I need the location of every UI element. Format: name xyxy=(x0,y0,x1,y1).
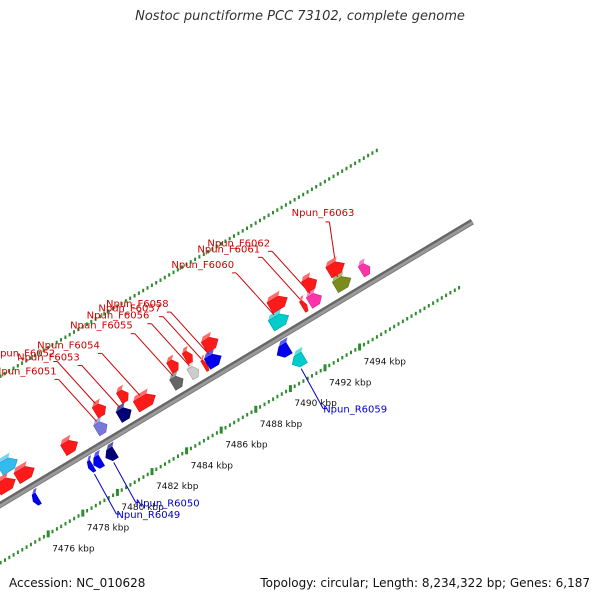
gene-feature-18[interactable] xyxy=(181,345,193,365)
gene-feature-16[interactable] xyxy=(166,354,179,374)
gene-feature-28[interactable] xyxy=(301,272,318,293)
scale-label-7484: 7484 kbp xyxy=(191,461,234,471)
gene-npun-f6054-label: Npun_F6054 xyxy=(37,340,100,351)
gene-feature-8[interactable] xyxy=(93,449,106,469)
gene-npun-f6055-label: Npun_F6055 xyxy=(70,321,133,332)
gene-feature-5[interactable] xyxy=(31,487,42,506)
gene-npun-f6057[interactable]: Npun_F6057 xyxy=(98,304,210,372)
scale-tick-7492 xyxy=(323,364,327,372)
scale-label-7488: 7488 kbp xyxy=(260,420,303,430)
gene-npun-f6063-label: Npun_F6063 xyxy=(292,208,355,219)
scale-tick-7486 xyxy=(219,426,223,434)
scale-tick-7488 xyxy=(254,405,258,413)
gene-npun-f6061[interactable]: Npun_F6061 xyxy=(197,244,309,313)
gene-feature-25[interactable] xyxy=(266,290,288,314)
scale-tick-7484 xyxy=(185,447,189,455)
gene-npun-f6060-label: Npun_F6060 xyxy=(171,260,234,271)
gene-feature-13[interactable] xyxy=(115,384,129,404)
scale-tick-7482 xyxy=(150,468,154,476)
scale-label-7476: 7476 kbp xyxy=(52,544,95,554)
scale-label-7480: 7480 kbp xyxy=(121,503,164,513)
scale-label-7490: 7490 kbp xyxy=(294,399,337,409)
gene-feature-6[interactable] xyxy=(60,434,78,457)
gene-npun-r6050[interactable]: Npun_R6050 xyxy=(105,441,200,510)
gene-feature-22[interactable] xyxy=(276,337,293,358)
gene-feature-30[interactable] xyxy=(325,256,345,279)
scale-label-7482: 7482 kbp xyxy=(156,482,199,492)
gene-npun-f6060[interactable]: Npun_F6060 xyxy=(171,260,289,332)
scale-tick-7494 xyxy=(358,343,362,351)
gene-npun-f6053-label: Npun_F6053 xyxy=(17,353,80,364)
scale-label-7492: 7492 kbp xyxy=(329,378,372,388)
gene-npun-f6058-label: Npun_F6058 xyxy=(106,299,169,310)
genome-backbone xyxy=(0,219,474,509)
gene-npun-f6053[interactable]: Npun_F6053 xyxy=(17,353,132,423)
gene-npun-f6051[interactable]: Npun_F6051 xyxy=(0,366,108,437)
scale-label-7478: 7478 kbp xyxy=(87,524,130,534)
upper-tick-track xyxy=(0,148,378,378)
gene-npun-r6059[interactable]: Npun_R6059 xyxy=(291,346,387,416)
gene-feature-3[interactable] xyxy=(0,452,18,476)
scale-tick-7490 xyxy=(288,385,292,393)
scale-tick-7476 xyxy=(46,530,50,538)
genome-backbone-highlight xyxy=(0,221,474,508)
lower-tick-track xyxy=(0,285,461,565)
scale-tick-7478 xyxy=(81,509,85,517)
gene-npun-f6051-label: Npun_F6051 xyxy=(0,366,57,377)
gene-npun-r6050-label: Npun_R6050 xyxy=(136,498,200,509)
gene-feature-4[interactable] xyxy=(13,461,35,485)
gene-feature-2[interactable] xyxy=(0,472,16,496)
gene-npun-f6056-label: Npun_F6056 xyxy=(87,311,150,322)
accession-label: Accession: NC_010628 xyxy=(9,576,146,590)
gene-npun-f6061-label: Npun_F6061 xyxy=(197,244,260,255)
gene-npun-f6056[interactable]: Npun_F6056 xyxy=(87,311,200,381)
gene-npun-f6052[interactable]: Npun_F6052 xyxy=(0,349,107,419)
gene-npun-f6052-label: Npun_F6052 xyxy=(0,349,55,360)
gene-feature-31[interactable] xyxy=(357,258,371,278)
scale-label-7494: 7494 kbp xyxy=(364,358,407,368)
map-title: Nostoc punctiforme PCC 73102, complete g… xyxy=(135,9,465,24)
gene-npun-f6062-label: Npun_F6062 xyxy=(207,238,270,249)
gene-npun-f6058[interactable]: Npun_F6058 xyxy=(106,299,222,370)
gene-npun-r6049-label: Npun_R6049 xyxy=(116,510,180,521)
scale-label-7486: 7486 kbp xyxy=(225,441,268,451)
gene-npun-f6063[interactable]: Npun_F6063 xyxy=(292,208,355,294)
gene-npun-f6062[interactable]: Npun_F6062 xyxy=(207,238,322,309)
genome-summary: Topology: circular; Length: 8,234,322 bp… xyxy=(260,576,590,590)
scale-tick-7480 xyxy=(115,488,119,496)
gene-npun-f6054[interactable]: Npun_F6054 xyxy=(37,340,156,413)
gene-npun-r6059-label: Npun_R6059 xyxy=(323,405,387,416)
gene-npun-f6055[interactable]: Npun_F6055 xyxy=(70,321,184,391)
gene-feature-21[interactable] xyxy=(200,331,219,354)
gene-npun-r6049[interactable]: Npun_R6049 xyxy=(86,455,180,521)
gene-npun-f6057-label: Npun_F6057 xyxy=(98,304,161,315)
